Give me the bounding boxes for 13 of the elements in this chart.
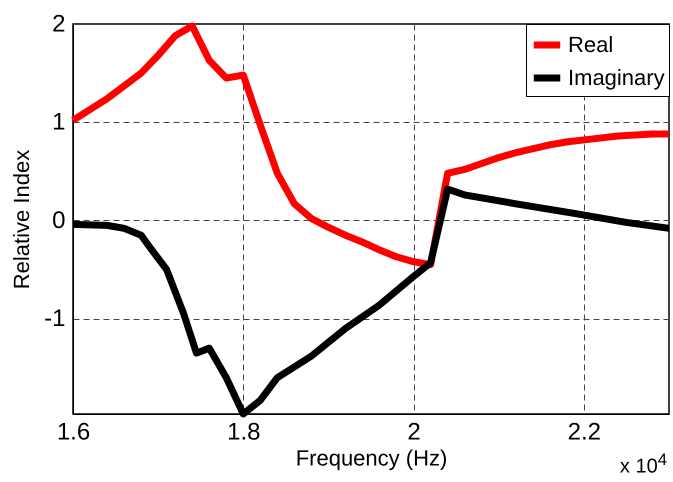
y-axis-title: Relative Index (9, 150, 34, 290)
y-tick-label: -1 (44, 305, 66, 332)
x-tick-label: 1.6 (56, 418, 90, 446)
y-tick-label: 0 (52, 206, 66, 234)
x-tick-label: 2.2 (568, 418, 602, 446)
y-tick-label: 1 (52, 108, 66, 136)
x-tick-label: 2 (407, 418, 421, 446)
x-axis-title: Frequency (Hz) (296, 446, 448, 470)
legend-label: Imaginary (568, 65, 665, 90)
y-tick-label: 2 (52, 10, 66, 38)
text: x 10$^{4}$ (620, 450, 667, 479)
legend-label: Real (568, 32, 614, 57)
x-tick-label: 1.8 (227, 418, 260, 446)
